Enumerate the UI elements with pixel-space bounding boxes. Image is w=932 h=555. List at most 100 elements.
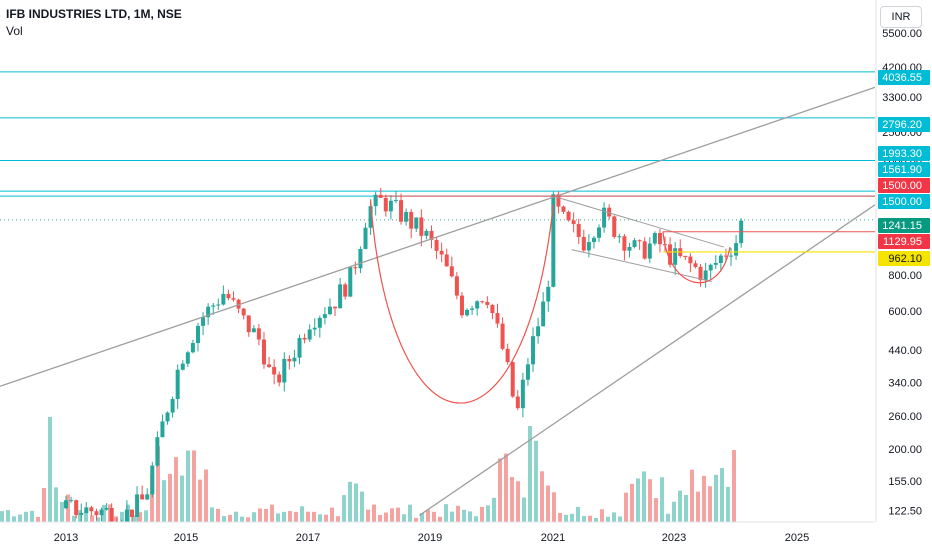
volume-bar <box>222 516 226 522</box>
candle <box>729 255 734 257</box>
candle <box>231 298 236 300</box>
volume-bar <box>90 515 94 522</box>
candle <box>434 239 439 251</box>
volume-bar <box>198 479 202 522</box>
currency-button[interactable]: INR <box>880 6 922 28</box>
candle <box>465 309 470 316</box>
volume-bar <box>366 509 370 522</box>
candle <box>454 276 459 296</box>
volume-bar <box>294 511 298 522</box>
x-tick-label: 2025 <box>785 532 809 544</box>
volume-bar <box>552 492 556 522</box>
candle <box>358 248 363 269</box>
volume-bar <box>408 504 412 522</box>
volume-bar <box>60 501 64 522</box>
candle <box>429 230 434 240</box>
volume-bar <box>42 488 46 522</box>
candle <box>333 306 338 309</box>
volume-bar <box>336 516 340 522</box>
price-label-box <box>878 70 930 85</box>
volume-bar <box>264 508 268 522</box>
wedge-lower <box>571 249 712 283</box>
candle <box>180 363 185 370</box>
volume-bar <box>708 486 712 522</box>
price-label-box <box>878 162 930 177</box>
volume-bar <box>210 507 214 522</box>
candle <box>622 236 627 251</box>
volume-bar <box>654 498 658 522</box>
price-label-box <box>878 178 930 193</box>
volume-bar <box>306 511 310 522</box>
volume-bar <box>120 511 124 522</box>
candle <box>251 328 256 333</box>
candle <box>297 337 302 358</box>
volume-bar <box>36 516 40 522</box>
volume-bar <box>630 483 634 522</box>
volume-bar <box>480 506 484 522</box>
candle <box>536 326 541 337</box>
price-label-box <box>878 117 930 132</box>
candle <box>165 412 170 422</box>
y-tick-label: 340.00 <box>888 378 922 390</box>
candle <box>185 352 190 364</box>
candle <box>201 317 206 326</box>
volume-bar <box>342 495 346 522</box>
candle <box>683 255 688 257</box>
candle <box>216 304 221 306</box>
volume-bar <box>252 512 256 522</box>
price-label-box <box>878 234 930 249</box>
candle <box>261 339 266 365</box>
candle <box>668 244 673 265</box>
candle <box>74 500 79 515</box>
candle <box>272 367 277 375</box>
volume-bar <box>18 514 22 522</box>
x-tick-label: 2021 <box>541 532 565 544</box>
candle <box>505 348 510 363</box>
volume-bar <box>432 511 436 522</box>
volume-bar <box>282 511 286 522</box>
candle <box>399 200 404 222</box>
y-tick-label: 3300.00 <box>882 92 922 104</box>
volume-bar <box>624 492 628 522</box>
candle <box>642 241 647 259</box>
candle <box>485 301 490 305</box>
candle <box>104 508 109 510</box>
candle <box>531 336 536 365</box>
candle <box>388 200 393 212</box>
volume-bar <box>324 514 328 522</box>
candle <box>495 313 500 324</box>
candle <box>657 233 662 245</box>
candle <box>383 197 388 212</box>
y-tick-label: 122.50 <box>888 506 922 518</box>
volume-bar <box>498 458 502 522</box>
volume-bar <box>642 471 646 522</box>
candle <box>576 224 581 237</box>
candle <box>94 511 99 516</box>
volume-bar <box>312 511 316 522</box>
candle <box>617 236 622 238</box>
price-label-last: 1241.15 <box>882 220 922 232</box>
volume-bar <box>522 497 526 522</box>
volume-bar <box>510 477 514 522</box>
volume-bar <box>540 471 544 522</box>
volume-bar <box>300 506 304 522</box>
volume-bar <box>270 504 274 522</box>
candle <box>404 211 409 222</box>
volume-bar <box>672 501 676 522</box>
handle-curve <box>662 231 731 284</box>
volume-bar <box>384 512 388 522</box>
candle <box>510 362 515 397</box>
volume-bar <box>72 515 76 522</box>
candle <box>368 206 373 228</box>
volume-bar <box>348 481 352 522</box>
candle <box>480 301 485 303</box>
volume-bar <box>564 514 568 522</box>
volume-bar <box>726 486 730 522</box>
volume-bar <box>612 512 616 522</box>
price-label-level: 4036.55 <box>882 72 922 84</box>
volume-bar <box>276 513 280 522</box>
volume-bar <box>6 510 10 522</box>
volume-bar <box>576 506 580 522</box>
volume-bar <box>54 487 58 522</box>
